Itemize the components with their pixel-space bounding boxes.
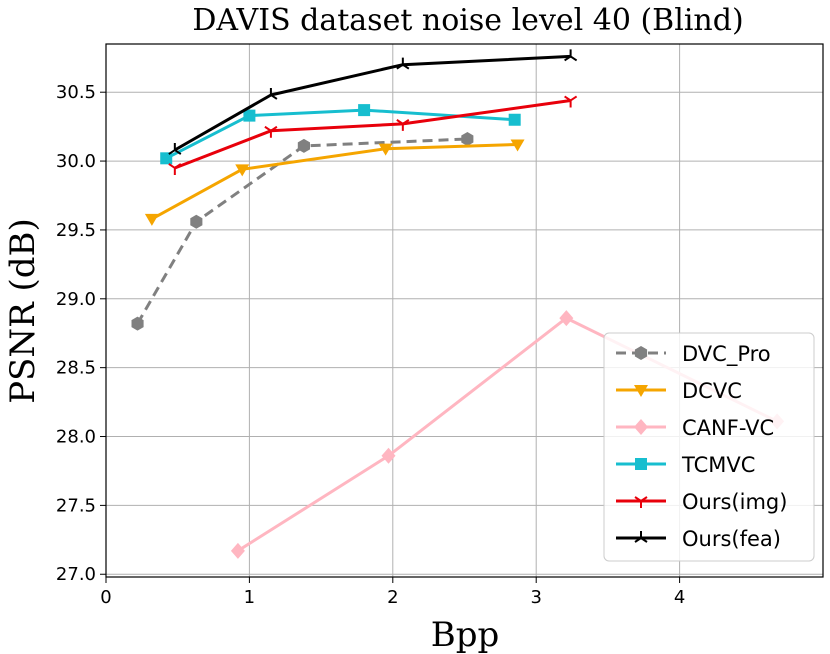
legend-marker-ours-fea	[634, 531, 648, 543]
data-point-tcmvc	[358, 104, 371, 117]
series-layer	[131, 49, 785, 559]
data-point-ours-img	[564, 95, 578, 108]
data-point-ours-fea	[168, 143, 182, 155]
series-line-ours-img	[174, 99, 571, 170]
data-point-dvc-pro	[190, 214, 203, 229]
y-tick-label: 28.0	[56, 427, 96, 448]
x-tick-label: 2	[387, 587, 398, 608]
data-point-ours-fea	[396, 57, 410, 70]
data-point-canf-vc	[230, 542, 245, 559]
x-axis-label: Bpp	[431, 615, 500, 654]
data-point-dcvc	[378, 143, 393, 156]
data-point-canf-vc	[381, 447, 396, 464]
legend-marker-dcvc	[634, 385, 648, 397]
legend-label-tcmvc: TCMVC	[681, 453, 755, 477]
legend-label-canf-vc: CANF-VC	[682, 416, 774, 440]
series-line-tcmvc	[165, 108, 515, 160]
x-tick-label: 3	[530, 587, 541, 608]
legend-marker-dvc-pro	[634, 346, 648, 360]
data-point-dvc-pro	[131, 316, 144, 331]
x-tick-label: 1	[244, 587, 255, 608]
legend: DVC_Pro DCVC CANF-VC TCMVC Ours(img) Ours(fea…	[603, 332, 815, 562]
y-tick-label: 30.5	[56, 82, 96, 103]
y-tick-label: 29.5	[56, 220, 96, 241]
data-point-ours-img	[396, 119, 410, 131]
series-dcvc	[144, 139, 525, 226]
series-line-dvc-pro	[136, 137, 468, 325]
legend-label-ours-fea: Ours(fea)	[682, 527, 781, 551]
y-tick-label: 29.0	[56, 289, 96, 310]
legend-label-ours-img: Ours(img)	[682, 490, 787, 514]
x-tick-label: 4	[674, 587, 685, 608]
series-ours-img	[168, 95, 578, 175]
data-point-tcmvc	[508, 113, 521, 126]
legend-marker-ours-img	[634, 496, 648, 508]
y-tick-label: 30.0	[56, 151, 96, 172]
series-ours-fea	[168, 49, 578, 155]
legend-marker-canf-vc	[634, 419, 648, 435]
data-point-tcmvc	[160, 152, 173, 165]
legend-label-dcvc: DCVC	[682, 379, 742, 403]
data-point-tcmvc	[243, 109, 256, 122]
data-point-dcvc	[510, 139, 525, 152]
legend-marker-tcmvc	[635, 458, 647, 470]
data-point-canf-vc	[559, 310, 574, 327]
plot-frame	[105, 43, 824, 578]
data-point-dcvc	[235, 164, 250, 177]
ticks: 0 1 2 3 4 27.0 27.5 28.0 28.5 29.0 29.5 30.0 30.5	[56, 82, 685, 608]
chart-title: DAVIS dataset noise level 40 (Blind)	[192, 3, 743, 38]
data-point-dvc-pro	[461, 132, 474, 146]
series-line-dcvc	[151, 143, 518, 221]
data-point-ours-img	[264, 125, 278, 138]
y-tick-label: 27.0	[56, 564, 96, 585]
data-point-dvc-pro	[297, 138, 310, 153]
data-point-ours-fea	[264, 87, 278, 100]
data-point-dcvc	[144, 213, 159, 226]
data-point-ours-fea	[564, 49, 578, 62]
series-tcmvc	[160, 104, 521, 165]
legend-label-dvc-pro: DVC_Pro	[682, 342, 771, 367]
x-tick-label: 0	[100, 587, 111, 608]
y-tick-label: 27.5	[56, 495, 96, 516]
data-point-ours-img	[168, 163, 182, 175]
y-tick-label: 28.5	[56, 358, 96, 379]
y-axis-label: PSNR (dB)	[3, 218, 43, 404]
grid	[105, 44, 823, 577]
series-dvc-pro	[131, 132, 474, 331]
series-line-ours-fea	[174, 54, 571, 152]
